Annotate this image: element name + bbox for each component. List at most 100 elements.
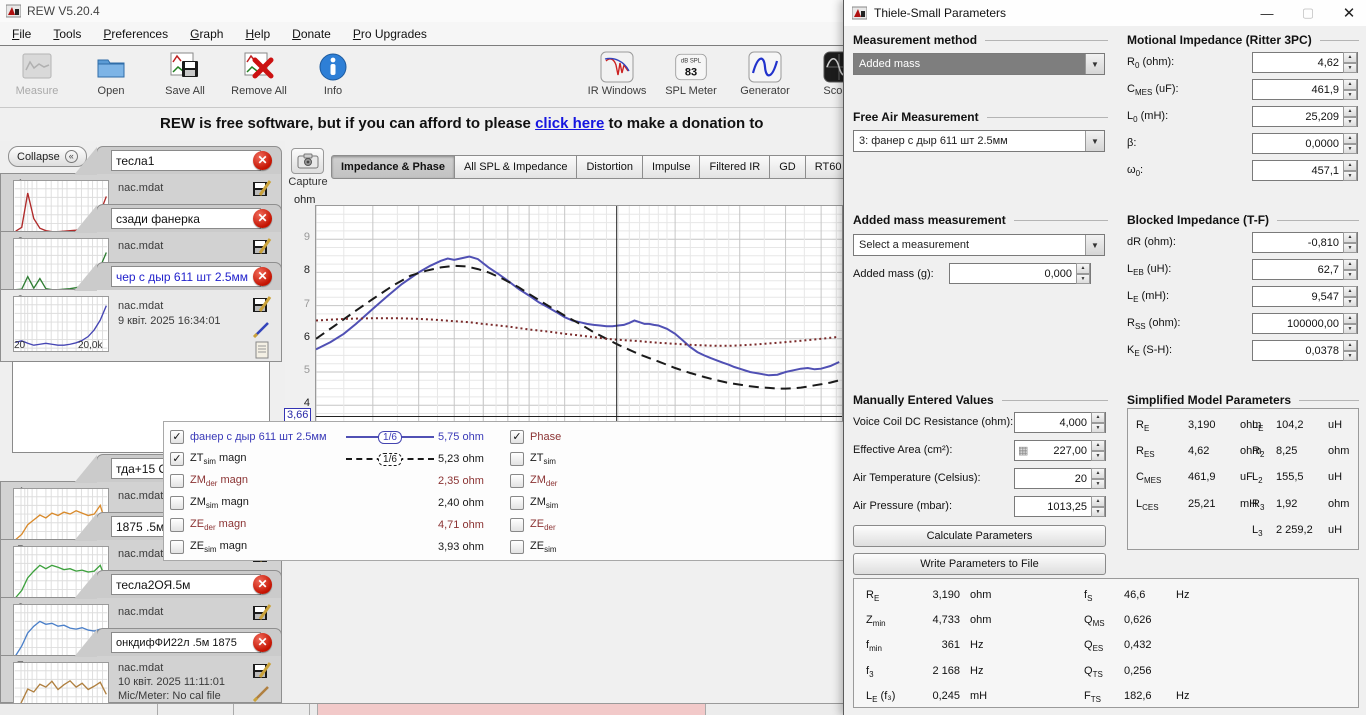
menu-help[interactable]: Help xyxy=(245,26,271,41)
omega0-input[interactable]: 457,1 ▲ ▼ xyxy=(1252,160,1358,181)
donation-link[interactable]: click here xyxy=(535,115,605,132)
delete-measurement-button[interactable]: ✕ xyxy=(253,151,272,170)
measurement-name-input[interactable] xyxy=(111,150,261,171)
measurement-name-input[interactable] xyxy=(111,266,261,287)
tab-filtered-ir[interactable]: Filtered IR xyxy=(700,155,771,179)
trace-checkbox[interactable] xyxy=(170,518,184,532)
air-temperature-input[interactable]: 20 ▲ ▼ xyxy=(1014,468,1106,489)
spinner[interactable]: ▲ ▼ xyxy=(1343,133,1357,154)
remove-all-button[interactable]: Remove All xyxy=(222,47,296,105)
menu-graph[interactable]: Graph xyxy=(190,26,224,41)
measurement-tab[interactable]: ✕ xyxy=(74,570,282,599)
spinner[interactable]: ▲ ▼ xyxy=(1091,412,1105,433)
beta-input[interactable]: 0,0000 ▲ ▼ xyxy=(1252,133,1358,154)
info-button[interactable]: Info xyxy=(296,47,370,105)
save-all-button[interactable]: Save All xyxy=(148,47,222,105)
measurement-tab[interactable]: ✕ xyxy=(74,146,282,175)
measurement-name-input[interactable] xyxy=(111,632,261,653)
tab-all-spl-impedance[interactable]: All SPL & Impedance xyxy=(454,155,578,179)
notes-icon[interactable] xyxy=(252,341,272,359)
r0-input[interactable]: 4,62 ▲ ▼ xyxy=(1252,52,1358,73)
measurement-row-7[interactable]: 7 nac.mdat 10 квіт. 2025 11:11:01 Mic/Me… xyxy=(0,628,283,703)
spinner[interactable]: ▲ ▼ xyxy=(1343,232,1357,253)
trace-checkbox[interactable]: ✓ xyxy=(170,452,184,466)
tab-gd[interactable]: GD xyxy=(770,155,806,179)
spinner[interactable]: ▲ ▼ xyxy=(1343,79,1357,100)
spinner[interactable]: ▲ ▼ xyxy=(1343,259,1357,280)
l0-input[interactable]: 25,209 ▲ ▼ xyxy=(1252,106,1358,127)
ke-input[interactable]: 0,0378 ▲ ▼ xyxy=(1252,340,1358,361)
phase-checkbox[interactable] xyxy=(510,452,524,466)
spinner[interactable]: ▲ ▼ xyxy=(1343,313,1357,334)
trace-checkbox[interactable] xyxy=(170,540,184,554)
phase-checkbox[interactable] xyxy=(510,540,524,554)
measurement-tab[interactable]: ✕ xyxy=(74,204,282,233)
spinner[interactable]: ▲ ▼ xyxy=(1091,440,1105,461)
spinner[interactable]: ▲ ▼ xyxy=(1343,286,1357,307)
save-measurement-icon[interactable] xyxy=(252,179,272,197)
spinner[interactable]: ▲ ▼ xyxy=(1091,496,1105,517)
leb-input[interactable]: 62,7 ▲ ▼ xyxy=(1252,259,1358,280)
added-mass-measurement-dropdown[interactable]: Select a measurement ▼ xyxy=(853,234,1105,256)
spinner[interactable]: ▲ ▼ xyxy=(1343,160,1357,181)
generator-button[interactable]: Generator xyxy=(728,47,802,105)
delete-measurement-button[interactable]: ✕ xyxy=(253,209,272,228)
delete-measurement-button[interactable]: ✕ xyxy=(253,575,272,594)
menu-file[interactable]: File xyxy=(12,26,32,41)
area-calculator-icon[interactable]: ▦ xyxy=(1018,445,1029,457)
maximize-button[interactable]: ▢ xyxy=(1301,5,1315,20)
measurement-name-input[interactable] xyxy=(111,574,261,595)
tab-impulse[interactable]: Impulse xyxy=(642,155,701,179)
air-pressure-input[interactable]: 1013,25 ▲ ▼ xyxy=(1014,496,1106,517)
collapse-sidebar-button[interactable]: Collapse « xyxy=(8,146,87,167)
measurement-method-dropdown[interactable]: Added mass ▼ xyxy=(853,53,1105,75)
trace-checkbox[interactable]: ✓ xyxy=(170,430,184,444)
trace-checkbox[interactable] xyxy=(170,496,184,510)
spinner[interactable]: ▲ ▼ xyxy=(1343,106,1357,127)
phase-checkbox[interactable]: ✓ xyxy=(510,430,524,444)
le-input[interactable]: 9,547 ▲ ▼ xyxy=(1252,286,1358,307)
tab-impedance-phase[interactable]: Impedance & Phase xyxy=(331,155,455,179)
menu-preferences[interactable]: Preferences xyxy=(103,26,169,41)
delete-measurement-button[interactable]: ✕ xyxy=(253,633,272,652)
trace-checkbox[interactable] xyxy=(170,474,184,488)
measurement-tab[interactable]: ✕ xyxy=(74,262,282,291)
measurement-name-input[interactable] xyxy=(111,208,261,229)
tab-distortion[interactable]: Distortion xyxy=(577,155,643,179)
save-measurement-icon[interactable] xyxy=(252,237,272,255)
dialog-title-bar[interactable]: Thiele-Small Parameters — ▢ ✕ xyxy=(844,0,1366,26)
spinner[interactable]: ▲ ▼ xyxy=(1343,340,1357,361)
ir-windows-button[interactable]: IR Windows xyxy=(580,47,654,105)
write-parameters-button[interactable]: Write Parameters to File xyxy=(853,553,1106,575)
phase-checkbox[interactable] xyxy=(510,496,524,510)
rss-input[interactable]: 100000,00 ▲ ▼ xyxy=(1252,313,1358,334)
dr-input[interactable]: -0,810 ▲ ▼ xyxy=(1252,232,1358,253)
delete-measurement-button[interactable]: ✕ xyxy=(253,267,272,286)
measurement-row-3[interactable]: 3 20 20,0k nac.mdat 9 квіт. 2025 16:34:0… xyxy=(0,262,283,362)
spinner[interactable]: ▲ ▼ xyxy=(1091,468,1105,489)
calculate-parameters-button[interactable]: Calculate Parameters xyxy=(853,525,1106,547)
save-measurement-icon[interactable] xyxy=(252,661,272,679)
phase-checkbox[interactable] xyxy=(510,474,524,488)
menu-donate[interactable]: Donate xyxy=(292,26,331,41)
free-air-dropdown[interactable]: 3: фанер с дыр 611 шт 2.5мм ▼ xyxy=(853,130,1105,152)
save-measurement-icon[interactable] xyxy=(252,603,272,621)
minimize-button[interactable]: — xyxy=(1260,5,1274,21)
spl-meter-button[interactable]: dB SPL 83 SPL Meter xyxy=(654,47,728,105)
cmes-input[interactable]: 461,9 ▲ ▼ xyxy=(1252,79,1358,100)
menu-pro-upgrades[interactable]: Pro Upgrades xyxy=(352,26,427,41)
trace-pencil-icon[interactable] xyxy=(252,684,272,702)
effective-area-input[interactable]: ▦ 227,00 ▲ ▼ xyxy=(1014,440,1106,461)
save-measurement-icon[interactable] xyxy=(252,295,272,313)
added-mass-input[interactable]: 0,000 ▲ ▼ xyxy=(949,263,1091,284)
measurement-tab[interactable]: ✕ xyxy=(74,628,282,657)
capture-button[interactable] xyxy=(291,148,324,174)
vc-dc-resistance-input[interactable]: 4,000 ▲ ▼ xyxy=(1014,412,1106,433)
spinner[interactable]: ▲ ▼ xyxy=(1076,263,1090,284)
phase-checkbox[interactable] xyxy=(510,518,524,532)
trace-pencil-icon[interactable] xyxy=(252,320,272,338)
menu-tools[interactable]: Tools xyxy=(53,26,82,41)
open-button[interactable]: Open xyxy=(74,47,148,105)
close-button[interactable]: ✕ xyxy=(1342,5,1356,22)
spinner[interactable]: ▲ ▼ xyxy=(1343,52,1357,73)
